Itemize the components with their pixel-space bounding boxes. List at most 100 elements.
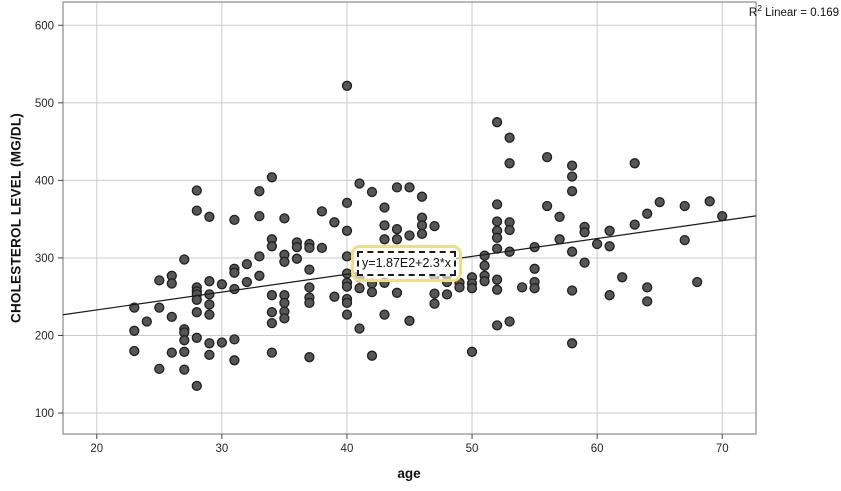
data-point[interactable] [204,211,215,222]
data-point[interactable] [341,309,353,320]
data-point[interactable] [204,309,215,320]
data-point[interactable] [491,274,503,285]
data-point[interactable] [354,323,365,334]
data-point[interactable] [229,267,240,278]
data-point[interactable] [504,316,515,327]
data-point[interactable] [391,287,403,298]
data-point[interactable] [179,254,190,265]
data-point[interactable] [379,202,390,213]
data-point[interactable] [416,191,428,202]
data-point[interactable] [404,315,415,326]
data-point[interactable] [179,335,190,346]
data-point[interactable] [654,196,665,208]
data-point[interactable] [366,350,378,361]
data-point[interactable] [629,219,640,230]
data-point[interactable] [416,228,428,240]
data-point[interactable] [579,227,590,238]
data-point[interactable] [379,234,390,245]
data-point[interactable] [491,320,503,331]
data-point[interactable] [316,242,328,254]
data-point[interactable] [229,355,240,366]
data-point[interactable] [304,264,315,275]
data-point[interactable] [279,256,290,267]
data-point[interactable] [179,364,190,375]
data-point[interactable] [291,253,303,264]
data-point[interactable] [254,270,265,281]
data-point[interactable] [266,290,278,301]
data-point[interactable] [254,210,265,222]
data-point[interactable] [304,282,315,293]
data-point[interactable] [404,230,415,241]
data-point[interactable] [717,210,728,222]
data-point[interactable] [491,216,503,227]
data-point[interactable] [454,282,465,293]
data-point[interactable] [254,251,265,262]
data-point[interactable] [566,186,578,197]
data-point[interactable] [504,132,515,143]
equation-label[interactable]: y=1.87E2+2.3*x [351,245,462,282]
data-point[interactable] [266,307,278,318]
data-point[interactable] [566,160,578,171]
data-point[interactable] [366,186,378,198]
data-point[interactable] [529,263,540,274]
data-point[interactable] [191,205,202,216]
data-point[interactable] [204,299,215,310]
data-point[interactable] [304,242,315,254]
data-point[interactable] [266,172,278,183]
data-point[interactable] [704,196,715,207]
data-point[interactable] [591,238,603,250]
data-point[interactable] [354,283,365,294]
data-point[interactable] [154,275,165,286]
data-point[interactable] [379,220,390,231]
data-point[interactable] [266,317,278,329]
data-point[interactable] [692,276,703,288]
data-point[interactable] [341,80,353,91]
data-point[interactable] [166,347,177,358]
data-point[interactable] [291,241,303,253]
data-point[interactable] [166,311,177,323]
data-point[interactable] [566,171,578,182]
data-point[interactable] [491,117,503,128]
data-point[interactable] [491,243,503,254]
data-point[interactable] [404,182,415,193]
data-point[interactable] [341,197,353,209]
data-point[interactable] [679,234,690,246]
data-point[interactable] [279,313,290,324]
data-point[interactable] [191,332,202,343]
data-point[interactable] [216,337,228,348]
data-point[interactable] [266,241,278,252]
data-point[interactable] [229,283,240,295]
data-point[interactable] [316,206,328,217]
data-point[interactable] [304,297,315,309]
data-point[interactable] [129,345,140,357]
data-point[interactable] [529,283,540,294]
data-point[interactable] [329,291,340,302]
data-point[interactable] [229,334,240,345]
data-point[interactable] [416,220,428,231]
data-point[interactable] [429,298,440,309]
data-point[interactable] [204,276,215,287]
data-point[interactable] [679,200,690,212]
data-point[interactable] [204,349,215,361]
data-point[interactable] [154,363,165,375]
data-point[interactable] [216,279,228,290]
data-point[interactable] [604,290,615,301]
data-point[interactable] [479,276,490,287]
data-point[interactable] [266,347,278,358]
data-point[interactable] [229,214,240,226]
data-point[interactable] [541,151,553,163]
data-point[interactable] [241,276,253,288]
data-point[interactable] [279,213,290,224]
data-point[interactable] [566,246,578,257]
data-point[interactable] [466,283,478,294]
data-point[interactable] [429,288,440,299]
data-point[interactable] [617,272,628,283]
data-point[interactable] [191,307,202,318]
data-point[interactable] [604,241,615,252]
data-point[interactable] [566,338,578,349]
data-point[interactable] [516,282,528,293]
data-point[interactable] [179,346,190,357]
data-point[interactable] [629,158,640,169]
data-point[interactable] [341,297,353,309]
data-point[interactable] [642,296,653,307]
